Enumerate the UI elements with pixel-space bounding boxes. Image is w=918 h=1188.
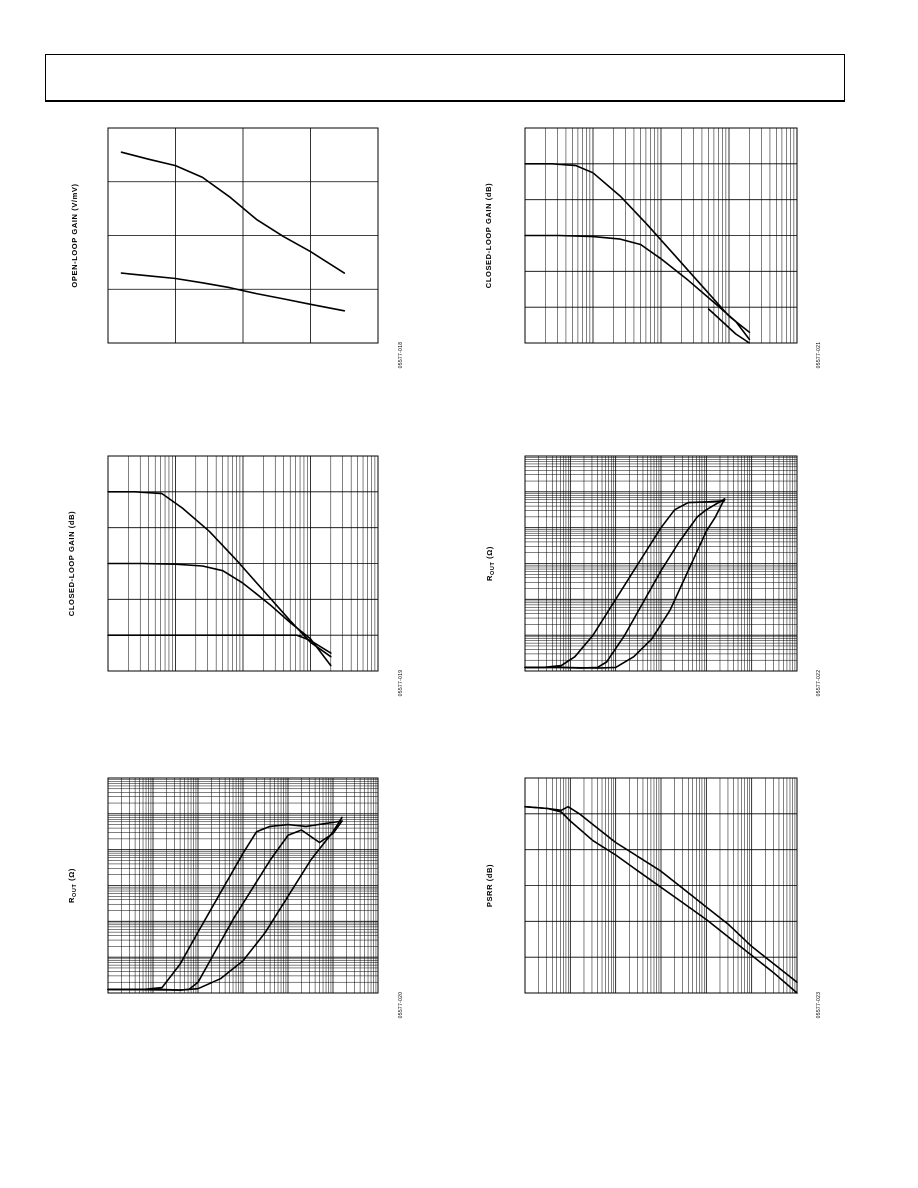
- series-line-1: [524, 499, 726, 669]
- y-axis-label-subscript: OUT: [72, 883, 78, 896]
- series-line-1: [107, 490, 332, 658]
- psrr-chart: PSRR (dB) 05577-023: [485, 777, 822, 1019]
- closed-loop-gain-chart-left: CLOSED-LOOP GAIN (dB) 05577-019: [67, 455, 404, 697]
- output-resistance-chart-left: ROUT (Ω) 05577-020: [67, 777, 404, 1019]
- plot-frame: [107, 777, 379, 994]
- plot-area: [107, 127, 379, 344]
- plot-area: [107, 777, 379, 994]
- y-axis-label-main: R: [67, 897, 76, 903]
- y-axis-label-main: R: [485, 575, 494, 581]
- series-line-3: [107, 634, 332, 654]
- plot-area: [524, 127, 798, 344]
- gridlines: [524, 777, 798, 994]
- figure-id: 05577-018: [398, 342, 404, 369]
- figure-id: 05577-022: [816, 670, 822, 697]
- series-line-3: [707, 308, 751, 344]
- y-axis-label-unit: (Ω): [485, 546, 494, 562]
- plot-area: [524, 455, 798, 672]
- output-resistance-chart-right: ROUT (Ω) 05577-022: [485, 455, 822, 697]
- series-line-1: [107, 820, 343, 991]
- gridlines: [107, 127, 379, 344]
- figure-id: 05577-021: [816, 342, 822, 369]
- y-axis-label-subscript: OUT: [490, 561, 496, 574]
- y-axis-label: CLOSED-LOOP GAIN (dB): [484, 183, 493, 288]
- figure-id: 05577-020: [398, 992, 404, 1019]
- figure-id: 05577-019: [398, 670, 404, 697]
- plot-frame: [107, 127, 379, 344]
- series-line-3: [524, 498, 726, 669]
- closed-loop-gain-chart-right: CLOSED-LOOP GAIN (dB) 05577-021: [484, 127, 822, 369]
- series-line-2: [524, 234, 751, 341]
- page-header-frame: [45, 54, 845, 102]
- series-line-2: [524, 805, 798, 994]
- figure-id: 05577-023: [816, 992, 822, 1019]
- plot-area: [524, 777, 798, 994]
- series-line-3: [107, 816, 343, 991]
- series-line-1: [524, 805, 798, 984]
- y-axis-label: OPEN-LOOP GAIN (V/mV): [70, 183, 79, 287]
- y-axis-label: PSRR (dB): [485, 864, 494, 907]
- series-line-2: [107, 562, 332, 667]
- open-loop-gain-chart: OPEN-LOOP GAIN (V/mV) 05577-018: [70, 127, 404, 369]
- plot-frame: [524, 777, 798, 994]
- gridlines: [524, 455, 798, 672]
- series-line-2: [120, 272, 346, 312]
- y-axis-label: ROUT (Ω): [67, 868, 78, 903]
- plot-area: [107, 455, 379, 672]
- y-axis-label: ROUT (Ω): [485, 546, 496, 581]
- plot-frame: [524, 455, 798, 672]
- y-axis-label-unit: (Ω): [67, 868, 76, 884]
- series-line-1: [120, 151, 346, 274]
- series-line-1: [524, 162, 751, 334]
- y-axis-label: CLOSED-LOOP GAIN (dB): [67, 511, 76, 616]
